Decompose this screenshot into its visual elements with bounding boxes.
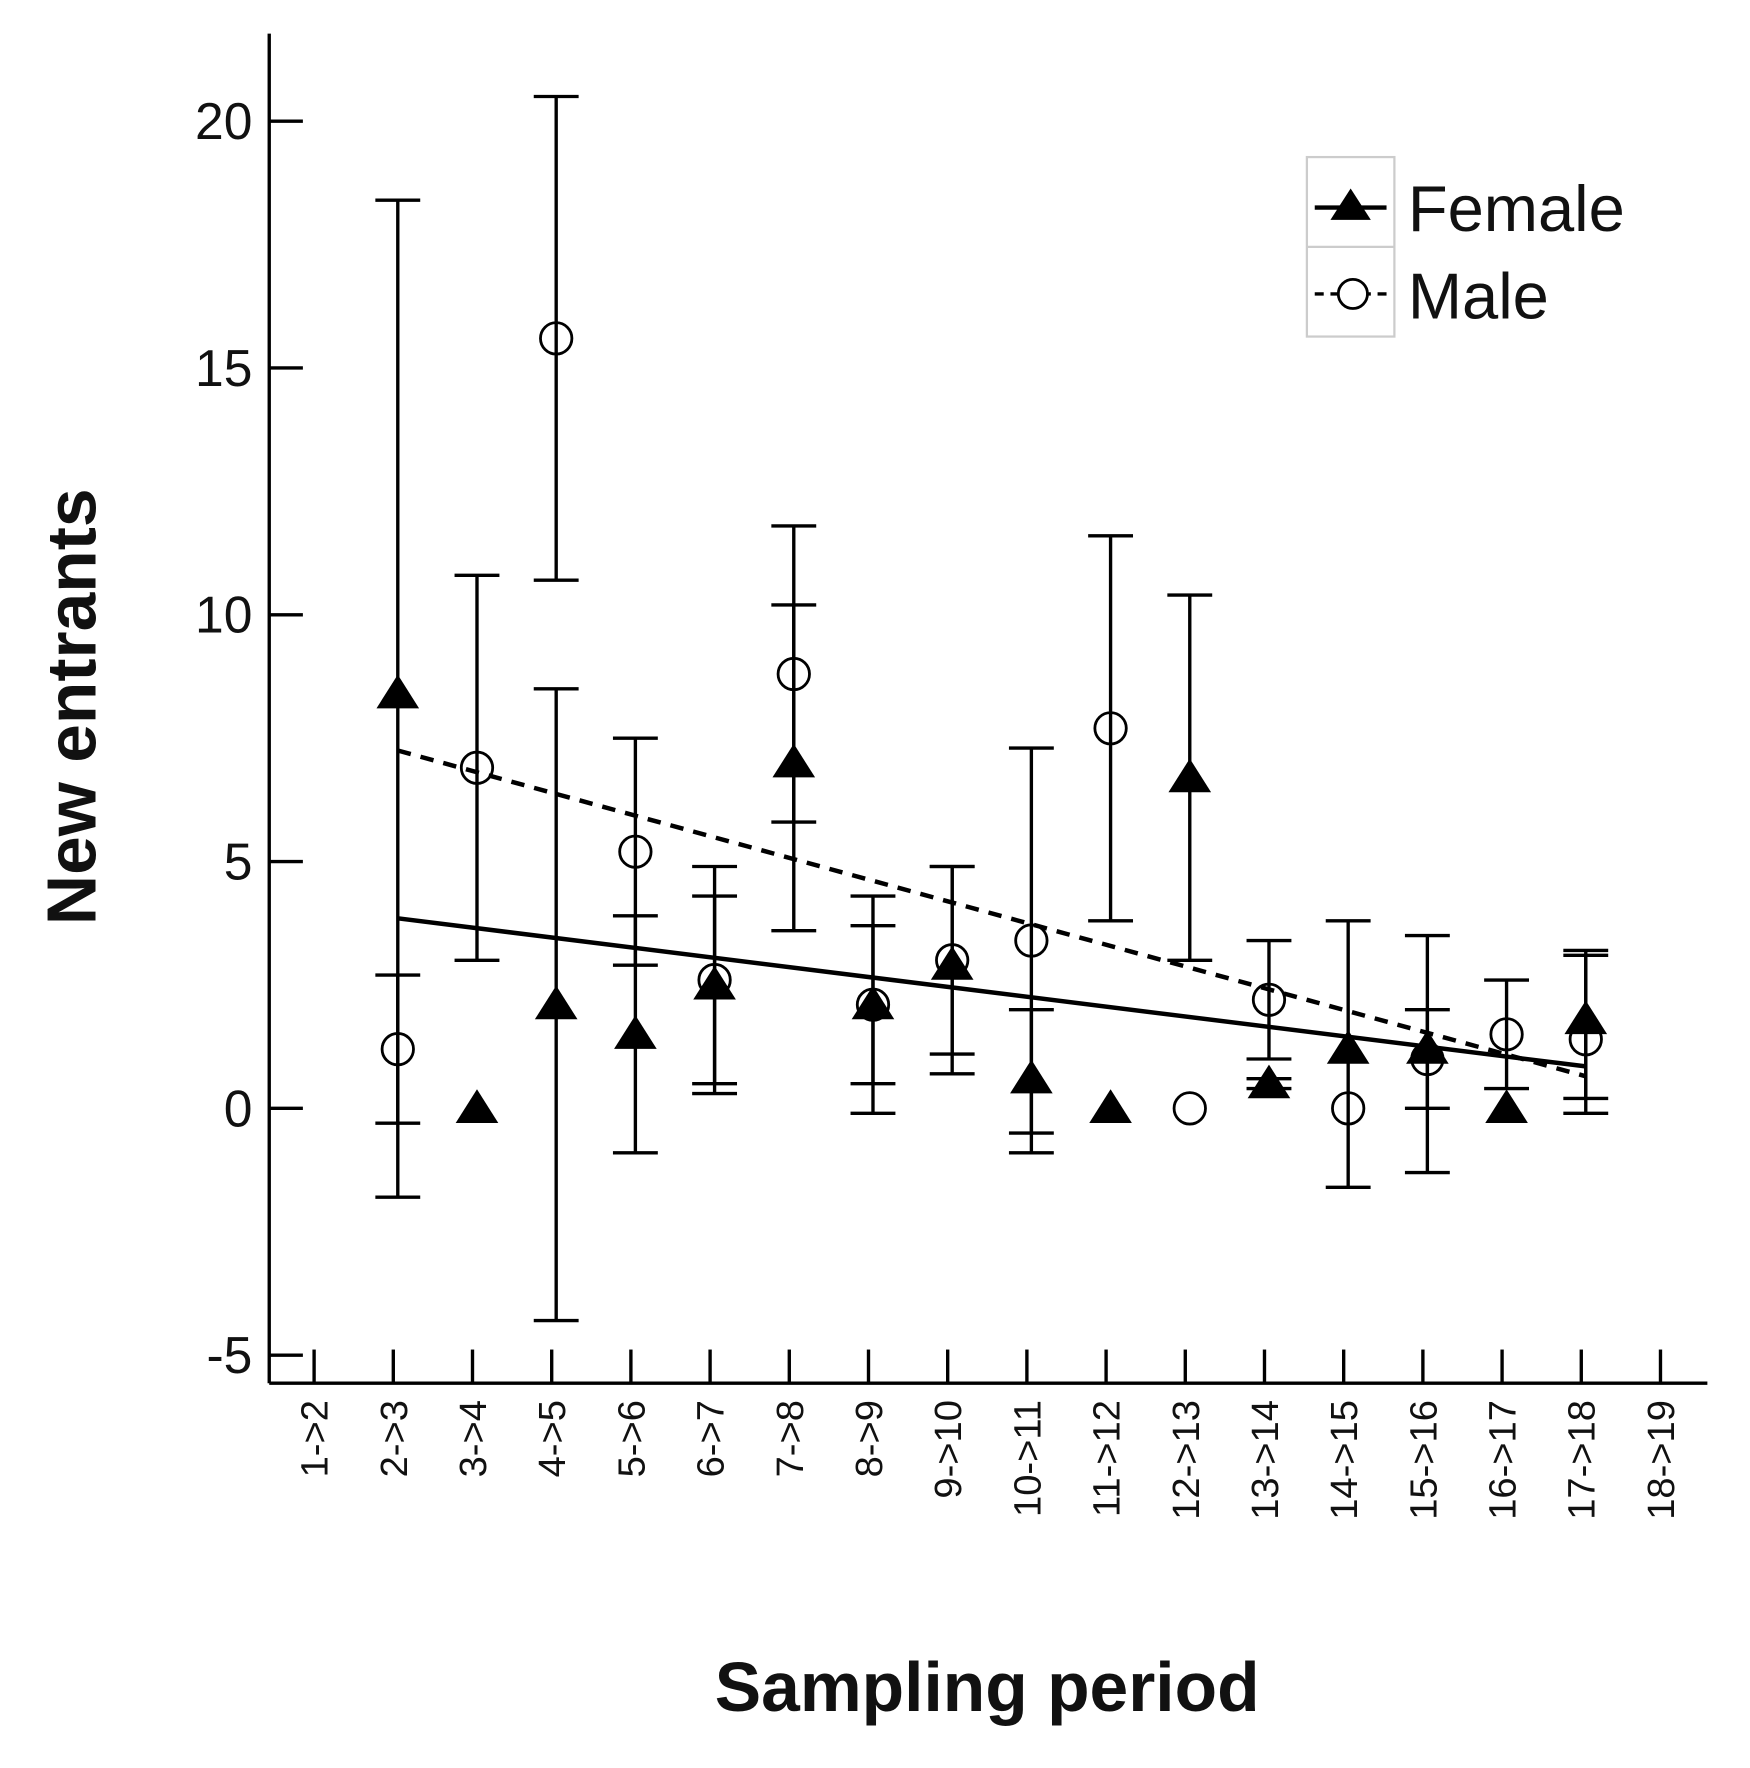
male-point	[1489, 1017, 1524, 1052]
y-tick-label: 5	[224, 833, 253, 891]
y-axis-title: New entrants	[32, 488, 110, 925]
x-tick-label: 14->15	[1323, 1400, 1366, 1520]
female-point	[455, 1089, 499, 1123]
legend-male-circle-icon	[1336, 277, 1369, 310]
x-tick-label: 4->5	[531, 1400, 574, 1477]
x-tick-label: 6->7	[690, 1400, 733, 1477]
x-axis-title: Sampling period	[715, 1648, 1260, 1726]
female-point	[376, 674, 420, 709]
x-tick-label: 9->10	[927, 1400, 970, 1499]
male-point	[1568, 1022, 1603, 1057]
trend-lines	[397, 748, 1587, 1079]
male-point	[1093, 711, 1128, 746]
male-point	[1331, 1091, 1366, 1126]
male-point	[380, 1032, 415, 1067]
female-point	[534, 985, 578, 1020]
male-point	[1410, 1041, 1445, 1077]
x-tick-label: 1->2	[294, 1400, 337, 1477]
x-tick-label: 2->3	[373, 1400, 416, 1477]
male-point	[1172, 1091, 1207, 1126]
male-point	[459, 750, 495, 785]
x-tick-label: 16->17	[1482, 1400, 1525, 1520]
female-point	[1326, 1030, 1370, 1064]
y-tick-label: 10	[195, 586, 252, 644]
legend-male-label: Male	[1408, 260, 1549, 333]
x-tick-label: 11->12	[1086, 1400, 1129, 1517]
y-tick-label: 20	[195, 92, 252, 150]
y-tick-label: 0	[224, 1079, 253, 1137]
female-point	[1485, 1089, 1528, 1123]
data-marks	[375, 94, 1609, 1323]
female-point	[1564, 1000, 1608, 1035]
x-tick-label: 10->11	[1006, 1400, 1049, 1517]
x-tick-label: 8->9	[848, 1400, 891, 1477]
legend-female-triangle-icon	[1330, 188, 1371, 220]
female-point	[1406, 1030, 1449, 1064]
x-tick-label: 7->8	[769, 1400, 812, 1477]
male-point	[935, 943, 970, 978]
x-tick-label: 3->4	[452, 1400, 495, 1477]
x-tick-label: 13->14	[1244, 1400, 1287, 1520]
legend: Female Male	[1305, 155, 1625, 338]
female-point	[1010, 1059, 1053, 1094]
male-point	[855, 987, 891, 1022]
male-point	[539, 321, 574, 356]
female-point	[1247, 1064, 1291, 1099]
y-tick-label: -5	[207, 1326, 253, 1384]
x-tick-label: 17->18	[1561, 1400, 1604, 1520]
male-point	[1014, 923, 1049, 958]
male-trend-line	[397, 748, 1587, 1079]
male-point	[697, 962, 732, 998]
x-tick-label: 15->16	[1402, 1400, 1445, 1520]
x-tick-label: 5->6	[610, 1400, 653, 1477]
male-point	[776, 656, 811, 692]
male-point	[1251, 982, 1287, 1017]
female-point	[851, 985, 895, 1020]
y-tick-label: 15	[195, 339, 252, 397]
female-trend-line	[397, 916, 1587, 1069]
female-point	[614, 1015, 657, 1049]
axes: -5 0 5 10 15 20 1->2 2->3 3->4 4->5 5->6 6->7 7->8 8-…	[195, 33, 1708, 1520]
x-tick-label: 12->13	[1165, 1400, 1208, 1520]
x-tick-label: 18->19	[1640, 1400, 1683, 1520]
male-point	[618, 834, 653, 869]
female-point	[1089, 1089, 1132, 1123]
female-point	[1168, 758, 1212, 793]
legend-female-label: Female	[1408, 172, 1625, 245]
female-point	[772, 743, 816, 778]
